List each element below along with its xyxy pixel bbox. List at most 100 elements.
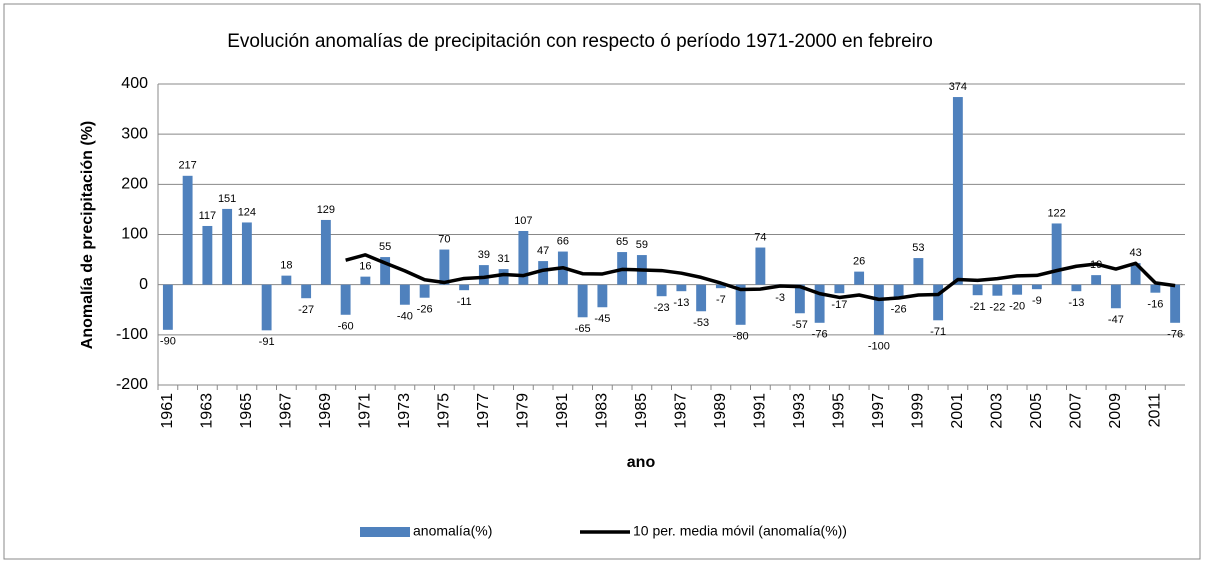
legend-swatch bbox=[360, 527, 410, 537]
y-tick-label: 100 bbox=[121, 226, 148, 243]
data-label: -27 bbox=[298, 304, 314, 316]
data-label: -40 bbox=[397, 311, 413, 323]
x-tick-label: 2003 bbox=[989, 393, 1006, 429]
data-label: -7 bbox=[716, 294, 726, 306]
bar bbox=[1130, 263, 1141, 285]
data-label: 70 bbox=[438, 233, 450, 245]
bar bbox=[597, 284, 608, 308]
x-tick-label: 1991 bbox=[752, 393, 769, 429]
bar bbox=[182, 175, 193, 285]
data-label: -9 bbox=[1032, 295, 1042, 307]
bar bbox=[1031, 284, 1042, 290]
bar bbox=[162, 284, 173, 330]
bar bbox=[419, 284, 430, 298]
bar bbox=[676, 284, 687, 292]
data-label: 31 bbox=[498, 253, 510, 265]
x-tick-label: 1993 bbox=[791, 393, 808, 429]
data-label: 129 bbox=[317, 204, 335, 216]
data-label: 65 bbox=[616, 236, 628, 248]
x-tick-label: 1971 bbox=[357, 393, 374, 429]
bar bbox=[538, 261, 549, 285]
bar bbox=[301, 284, 312, 299]
data-label: -91 bbox=[259, 336, 275, 348]
data-label: -80 bbox=[733, 331, 749, 343]
data-label: -53 bbox=[693, 317, 709, 329]
data-label: 122 bbox=[1047, 207, 1065, 219]
bar bbox=[1071, 284, 1082, 292]
data-label: -76 bbox=[812, 329, 828, 341]
bar bbox=[893, 284, 904, 298]
data-label: -71 bbox=[930, 326, 946, 338]
data-label: 124 bbox=[238, 206, 256, 218]
data-label: -65 bbox=[575, 323, 591, 335]
x-tick-label: 2011 bbox=[1147, 393, 1164, 428]
x-tick-label: 1975 bbox=[436, 393, 453, 429]
data-label: -20 bbox=[1009, 301, 1025, 313]
y-tick-label: -100 bbox=[116, 326, 148, 343]
data-label: 26 bbox=[853, 256, 865, 268]
bar bbox=[992, 284, 1003, 296]
bar bbox=[498, 269, 509, 285]
x-tick-label: 1969 bbox=[317, 393, 334, 429]
data-label: -57 bbox=[792, 319, 808, 331]
data-label: -26 bbox=[891, 304, 907, 316]
bar bbox=[1051, 223, 1062, 285]
data-label: 47 bbox=[537, 245, 549, 257]
data-label: -16 bbox=[1147, 299, 1163, 311]
y-tick-label: 200 bbox=[121, 176, 148, 193]
bar bbox=[933, 284, 944, 321]
data-label: -11 bbox=[457, 296, 472, 308]
bar bbox=[794, 284, 805, 314]
legend-label: 10 per. media móvil (anomalía(%)) bbox=[633, 523, 847, 539]
bar bbox=[439, 249, 450, 285]
data-label: 117 bbox=[199, 210, 217, 222]
bar bbox=[1170, 284, 1181, 323]
bar bbox=[755, 247, 766, 285]
x-tick-label: 1979 bbox=[515, 393, 532, 429]
bar bbox=[360, 276, 371, 285]
bar bbox=[261, 284, 272, 331]
x-tick-label: 1965 bbox=[238, 393, 255, 429]
data-label: 107 bbox=[514, 215, 532, 227]
x-tick-label: 1981 bbox=[554, 393, 571, 429]
bar bbox=[222, 208, 233, 285]
bar bbox=[241, 222, 252, 285]
x-tick-label: 1983 bbox=[594, 393, 611, 429]
bar bbox=[696, 284, 707, 312]
data-label: 374 bbox=[949, 81, 967, 93]
x-tick-label: 2001 bbox=[949, 393, 966, 429]
x-tick-label: 2009 bbox=[1107, 393, 1124, 429]
data-label: -23 bbox=[654, 302, 670, 314]
x-tick-label: 1961 bbox=[159, 393, 176, 429]
data-label: 43 bbox=[1130, 247, 1142, 259]
y-tick-label: 300 bbox=[121, 125, 148, 142]
x-tick-label: 2007 bbox=[1068, 393, 1085, 429]
data-label: -26 bbox=[417, 304, 433, 316]
data-label: -17 bbox=[831, 299, 847, 311]
bar bbox=[1150, 284, 1161, 293]
bar bbox=[735, 284, 746, 325]
data-label: -47 bbox=[1108, 314, 1124, 326]
x-tick-label: 1999 bbox=[910, 393, 927, 429]
data-label: 217 bbox=[178, 160, 196, 172]
data-label: 16 bbox=[359, 261, 371, 273]
data-label: -100 bbox=[868, 341, 890, 353]
x-tick-label: 1995 bbox=[831, 393, 848, 429]
bar bbox=[656, 284, 667, 297]
data-label: -3 bbox=[775, 292, 785, 304]
bar bbox=[518, 230, 529, 285]
bar bbox=[854, 271, 865, 285]
y-tick-label: 400 bbox=[121, 75, 148, 92]
bar bbox=[834, 284, 845, 294]
y-tick-label: 0 bbox=[139, 276, 148, 293]
data-label: 59 bbox=[636, 239, 648, 251]
x-tick-label: 2005 bbox=[1028, 393, 1045, 429]
bar bbox=[873, 284, 884, 335]
data-label: -45 bbox=[594, 313, 610, 325]
chart-title: Evolución anomalías de precipitación con… bbox=[227, 31, 933, 52]
bar bbox=[913, 258, 924, 285]
data-label: -60 bbox=[338, 321, 354, 333]
bar bbox=[1012, 284, 1023, 295]
bar bbox=[202, 225, 213, 285]
bar bbox=[340, 284, 351, 315]
